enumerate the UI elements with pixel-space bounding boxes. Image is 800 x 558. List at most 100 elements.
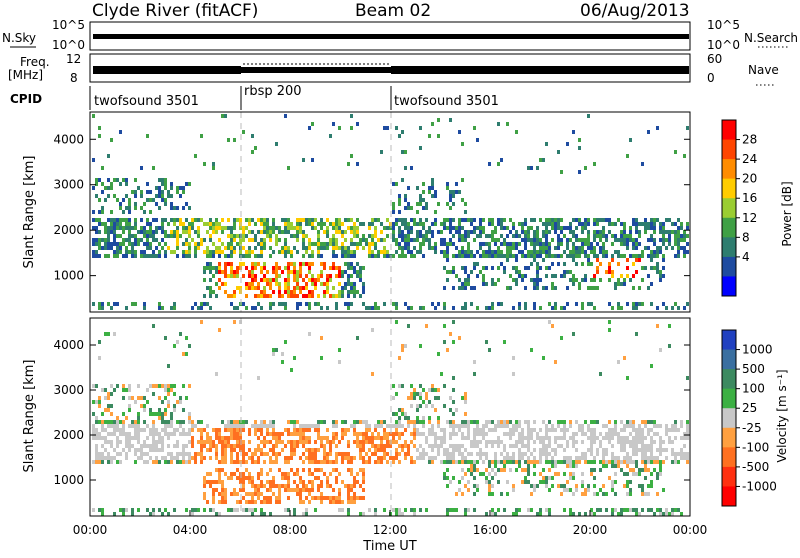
power-data-cell: [632, 222, 635, 226]
power-data-cell: [404, 226, 407, 230]
power-data-cell: [545, 238, 548, 242]
velocity-data-cell: [395, 448, 398, 452]
velocity-data-cell: [491, 492, 494, 496]
power-data-cell: [656, 262, 659, 266]
power-data-cell: [683, 250, 686, 254]
power-data-cell: [467, 234, 470, 238]
velocity-data-cell: [104, 396, 107, 400]
power-data-cell: [461, 142, 464, 146]
power-data-cell: [272, 266, 275, 270]
power-data-cell: [533, 278, 536, 282]
power-data-cell: [434, 242, 437, 246]
power-data-cell: [512, 226, 515, 230]
velocity-data-cell: [305, 448, 308, 452]
power-data-cell: [497, 254, 500, 258]
velocity-data-cell: [158, 508, 161, 512]
power-data-cell: [134, 202, 137, 206]
velocity-data-cell: [461, 436, 464, 440]
power-data-cell: [473, 238, 476, 242]
power-data-cell: [131, 226, 134, 230]
power-data-cell: [404, 150, 407, 154]
power-data-cell: [260, 222, 263, 226]
power-data-cell: [320, 274, 323, 278]
velocity-data-cell: [236, 468, 239, 472]
power-data-cell: [131, 242, 134, 246]
velocity-data-cell: [287, 496, 290, 500]
power-data-cell: [635, 218, 638, 222]
power-data-cell: [92, 242, 95, 246]
power-data-cell: [434, 306, 437, 310]
velocity-data-cell: [548, 444, 551, 448]
velocity-data-cell: [437, 444, 440, 448]
velocity-data-cell: [287, 440, 290, 444]
velocity-data-cell: [278, 468, 281, 472]
velocity-data-cell: [128, 404, 131, 408]
velocity-data-cell: [260, 492, 263, 496]
velocity-data-cell: [605, 452, 608, 456]
velocity-data-cell: [215, 448, 218, 452]
power-data-cell: [131, 246, 134, 250]
power-colorbar-swatch: [722, 198, 736, 219]
velocity-data-cell: [353, 496, 356, 500]
power-data-cell: [461, 266, 464, 270]
velocity-data-cell: [233, 448, 236, 452]
power-data-cell: [173, 234, 176, 238]
power-data-cell: [212, 242, 215, 246]
power-data-cell: [335, 246, 338, 250]
power-data-cell: [269, 254, 272, 258]
power-data-cell: [500, 234, 503, 238]
power-data-cell: [107, 218, 110, 222]
nsky-tick-bottom: 10^0: [52, 38, 85, 52]
power-data-cell: [230, 242, 233, 246]
power-data-cell: [356, 226, 359, 230]
power-data-cell: [161, 246, 164, 250]
velocity-data-cell: [293, 508, 296, 512]
power-data-cell: [107, 194, 110, 198]
velocity-data-cell: [224, 428, 227, 432]
power-data-cell: [143, 210, 146, 214]
power-data-cell: [362, 238, 365, 242]
power-data-cell: [686, 234, 689, 238]
power-data-cell: [230, 262, 233, 266]
velocity-data-cell: [443, 436, 446, 440]
power-data-cell: [212, 250, 215, 254]
velocity-data-cell: [110, 384, 113, 388]
power-data-cell: [116, 246, 119, 250]
power-data-cell: [191, 238, 194, 242]
power-data-cell: [401, 178, 404, 182]
velocity-data-cell: [434, 444, 437, 448]
velocity-data-cell: [686, 424, 689, 428]
velocity-data-cell: [158, 396, 161, 400]
velocity-data-cell: [152, 512, 155, 516]
velocity-data-cell: [635, 508, 638, 512]
velocity-data-cell: [251, 460, 254, 464]
velocity-data-cell: [281, 476, 284, 480]
velocity-data-cell: [614, 432, 617, 436]
power-data-cell: [569, 250, 572, 254]
power-data-cell: [176, 218, 179, 222]
power-data-cell: [554, 246, 557, 250]
power-data-cell: [239, 250, 242, 254]
velocity-data-cell: [410, 456, 413, 460]
velocity-data-cell: [356, 444, 359, 448]
velocity-data-cell: [188, 456, 191, 460]
power-data-cell: [350, 250, 353, 254]
power-data-cell: [521, 226, 524, 230]
power-data-cell: [164, 182, 167, 186]
power-data-cell: [134, 302, 137, 306]
velocity-data-cell: [242, 496, 245, 500]
power-data-cell: [260, 246, 263, 250]
power-data-cell: [602, 254, 605, 258]
velocity-data-cell: [347, 492, 350, 496]
velocity-data-cell: [239, 424, 242, 428]
velocity-data-cell: [152, 420, 155, 424]
velocity-data-cell: [224, 448, 227, 452]
power-data-cell: [107, 186, 110, 190]
power-data-cell: [305, 222, 308, 226]
velocity-data-cell: [197, 508, 200, 512]
power-data-cell: [464, 282, 467, 286]
power-data-cell: [224, 270, 227, 274]
velocity-data-cell: [374, 460, 377, 464]
velocity-data-cell: [602, 484, 605, 488]
power-data-cell: [581, 222, 584, 226]
